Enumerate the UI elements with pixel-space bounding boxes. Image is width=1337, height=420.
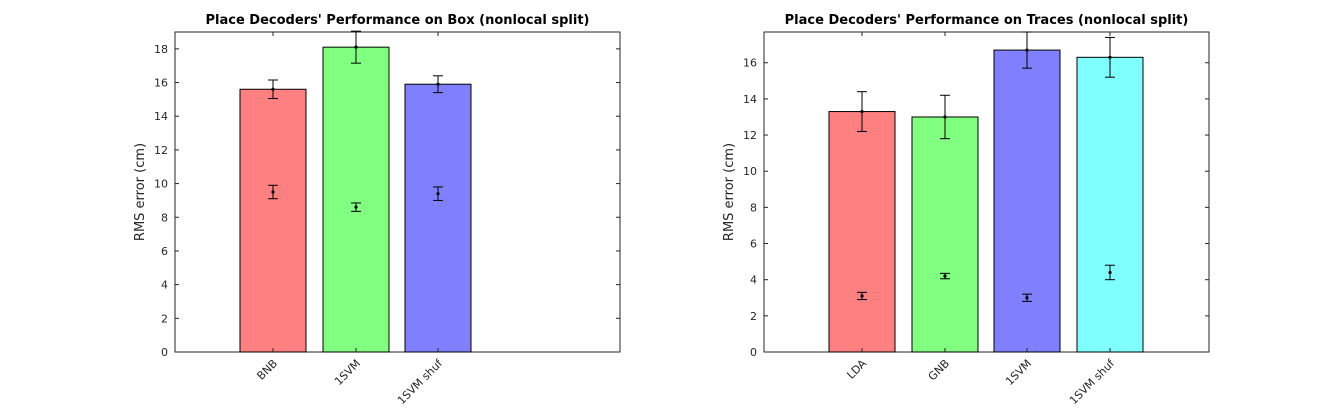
secondary-error-bar-point: [860, 294, 864, 298]
y-axis-label: RMS error (cm): [722, 143, 737, 241]
bar: [239, 88, 307, 353]
error-bar-point: [354, 45, 358, 49]
secondary-error-bar-point: [1108, 270, 1112, 275]
error-bar-point: [1108, 55, 1112, 59]
bar: [993, 49, 1061, 353]
x-tick-label: LDA: [844, 357, 869, 382]
y-tick-label: 14: [743, 93, 757, 106]
x-tick-label: 1SVM: [1003, 357, 1034, 388]
y-tick-label: 12: [154, 144, 168, 157]
chart-title: Place Decoders' Performance on Box (nonl…: [205, 13, 589, 28]
y-tick-label: 18: [154, 43, 168, 56]
y-tick-label: 10: [154, 178, 168, 191]
y-axis-label: RMS error (cm): [133, 143, 148, 241]
error-bar-point: [1025, 48, 1029, 52]
box-chart-panel: Place Decoders' Performance on Box (nonl…: [133, 13, 621, 407]
bar: [1076, 56, 1144, 353]
x-tick-label: BNB: [254, 357, 280, 383]
secondary-error-bar-point: [1025, 296, 1029, 300]
x-tick-label: 1SVM shuf: [1067, 356, 1118, 407]
y-tick-label: 8: [161, 211, 168, 224]
y-tick-label: 10: [743, 165, 757, 178]
y-tick-label: 4: [161, 279, 168, 292]
y-tick-label: 2: [161, 312, 168, 325]
bar: [322, 46, 390, 353]
y-tick-label: 8: [750, 201, 757, 214]
error-bar-point: [943, 115, 947, 119]
x-tick-label: GNB: [926, 357, 952, 383]
secondary-error-bar-point: [271, 190, 275, 194]
bar: [828, 111, 896, 353]
y-tick-label: 12: [743, 129, 757, 142]
error-bar-point: [860, 109, 864, 114]
error-bar-point: [271, 87, 275, 91]
y-tick-label: 6: [750, 238, 757, 251]
y-tick-label: 16: [154, 77, 168, 90]
traces-chart-panel: Place Decoders' Performance on Traces (n…: [722, 13, 1210, 407]
secondary-error-bar-point: [354, 205, 358, 209]
y-tick-label: 2: [750, 310, 757, 323]
y-tick-label: 4: [750, 274, 757, 287]
bar: [911, 116, 979, 353]
y-tick-label: 6: [161, 245, 168, 258]
secondary-error-bar-point: [436, 192, 440, 196]
y-tick-label: 14: [154, 110, 168, 123]
bar: [404, 83, 472, 353]
x-tick-label: 1SVM shuf: [395, 356, 446, 407]
error-bar-point: [436, 82, 440, 86]
y-tick-label: 0: [161, 346, 168, 359]
secondary-error-bar-point: [943, 274, 947, 278]
y-tick-label: 0: [750, 346, 757, 359]
chart-title: Place Decoders' Performance on Traces (n…: [785, 13, 1189, 28]
y-tick-label: 16: [743, 57, 757, 70]
x-tick-label: 1SVM: [332, 357, 363, 388]
